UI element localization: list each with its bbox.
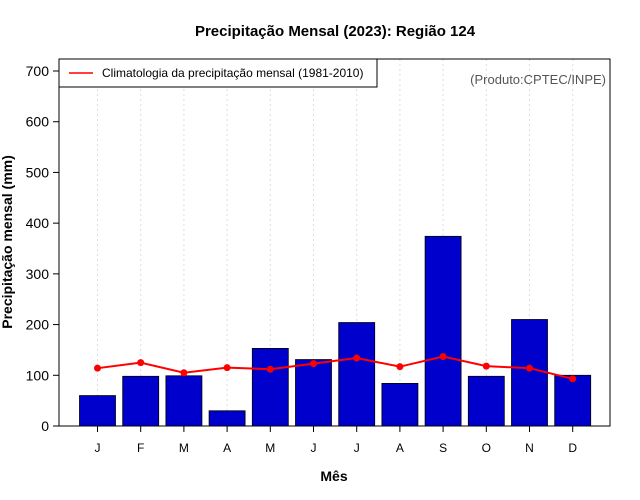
climatology-point-11	[569, 375, 577, 383]
bar-1	[122, 375, 160, 427]
x-tick-label-7: A	[396, 441, 404, 455]
bars-group	[79, 235, 592, 427]
y-axis: 0 100 200 300 400 500 600 700	[26, 63, 59, 434]
legend: Climatologia da precipitação mensal (198…	[58, 58, 378, 88]
climatology-line	[97, 355, 573, 380]
y-tick-label-4: 400	[26, 215, 50, 231]
x-tick-label-9: O	[482, 441, 491, 455]
y-tick-label-0: 0	[41, 418, 49, 434]
bar-2	[165, 375, 203, 427]
climatology-point-10	[526, 364, 533, 372]
x-tick-label-8: S	[439, 441, 447, 455]
climatology-point-7	[396, 363, 404, 371]
climatology-point-9	[482, 362, 490, 370]
bar-0	[79, 395, 116, 427]
bar-11	[554, 374, 592, 427]
x-tick-label-5: J	[311, 441, 317, 455]
climatology-point-4	[266, 365, 274, 373]
climatology-point-3	[223, 364, 231, 372]
x-tick-label-1: F	[137, 441, 144, 455]
x-tick-label-2: M	[179, 441, 189, 455]
x-tick-label-4: M	[265, 441, 275, 455]
x-tick-label-11: D	[568, 441, 577, 455]
y-tick-label-1: 100	[26, 367, 50, 383]
x-tick-label-3: A	[223, 441, 231, 455]
y-tick-label-3: 300	[26, 266, 50, 282]
credit-annotation: (Produto:CPTEC/INPE)	[470, 72, 606, 87]
grid-lines	[97, 59, 574, 426]
legend-box	[58, 58, 378, 88]
x-tick-label-0: J	[95, 441, 101, 455]
y-tick-label-5: 500	[26, 164, 50, 180]
bar-4	[251, 348, 289, 427]
climatology-point-6	[353, 354, 361, 362]
bar-7	[381, 382, 419, 427]
y-tick-label-7: 700	[26, 63, 50, 79]
bar-6	[338, 322, 376, 427]
bar-9	[467, 375, 505, 427]
bar-8	[424, 235, 462, 427]
bar-10	[511, 319, 548, 427]
x-tick-label-10: N	[525, 441, 534, 455]
climatology-point-5	[310, 360, 317, 368]
climatology-point-2	[180, 369, 188, 377]
y-tick-label-6: 600	[26, 114, 50, 130]
y-tick-label-2: 200	[26, 317, 50, 333]
x-axis-title: Mês	[320, 468, 347, 484]
bar-3	[208, 410, 246, 427]
climatology-point-8	[439, 353, 447, 361]
bar-5	[295, 359, 332, 427]
chart-title: Precipitação Mensal (2023): Região 124	[195, 23, 476, 40]
y-axis-title: Precipitação mensal (mm)	[0, 155, 15, 329]
x-tick-label-6: J	[354, 441, 360, 455]
legend-label: Climatologia da precipitação mensal (198…	[102, 66, 363, 80]
climatology-point-1	[137, 359, 145, 367]
climatology-line-group	[94, 353, 577, 383]
climatology-point-0	[94, 364, 101, 372]
